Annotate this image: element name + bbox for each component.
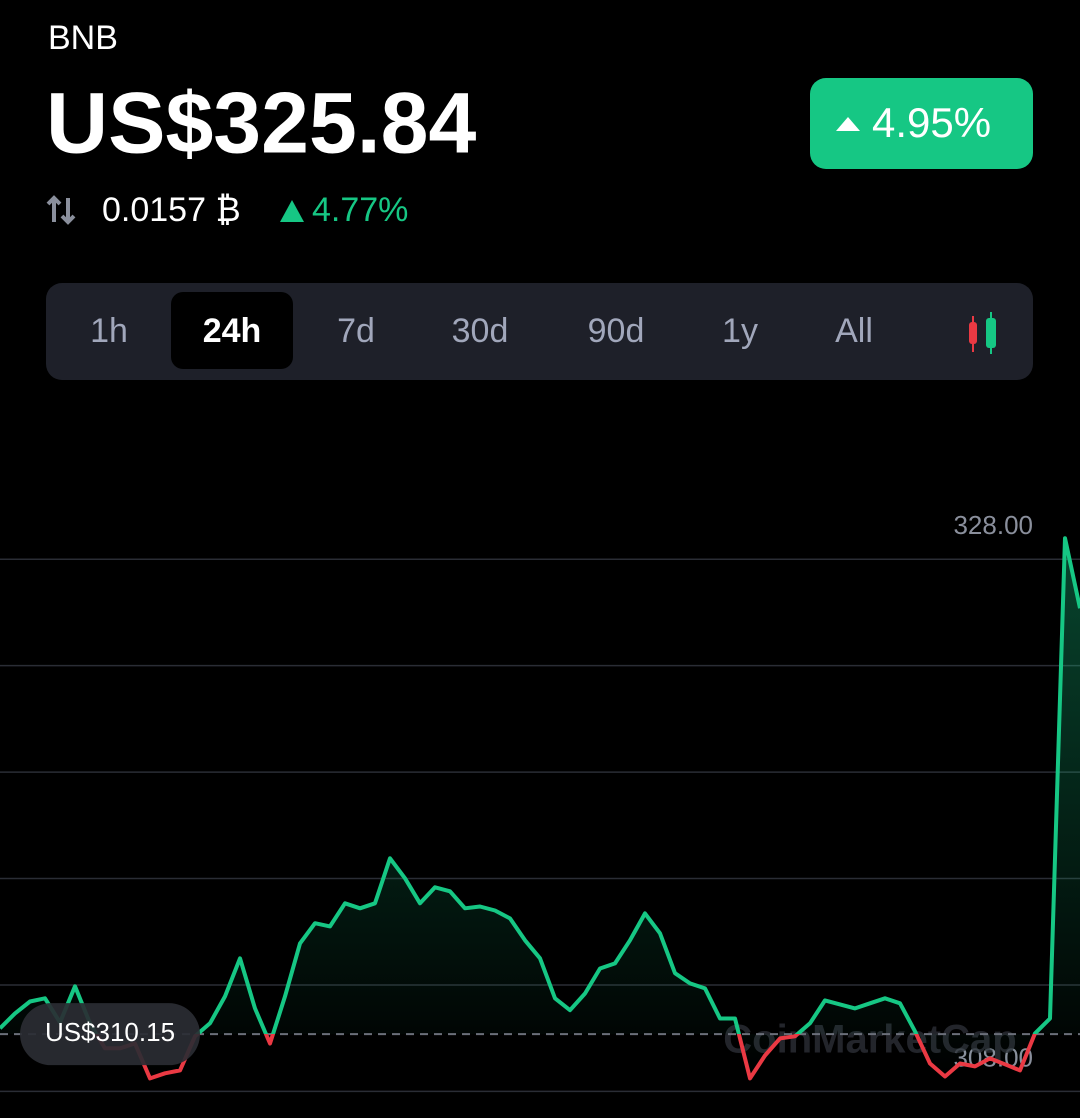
change: 4.95%: [872, 99, 991, 146]
timeframe-button[interactable]: All: [835, 312, 873, 350]
baseline-label: US$310.15: [45, 1017, 175, 1047]
symbol: BNB: [48, 19, 118, 57]
swap-icon: [46, 195, 76, 225]
timeframe-selected: [171, 292, 293, 369]
price: US$325.84: [46, 76, 477, 172]
baseline-pill: [20, 1003, 200, 1066]
candle-toggle[interactable]: [969, 312, 996, 354]
timeframe-button[interactable]: 90d: [588, 312, 645, 350]
price-line: [0, 536, 1080, 1081]
timeframe-button[interactable]: 24h: [203, 312, 262, 350]
price-area: [0, 538, 1080, 1079]
up-icon: [836, 117, 860, 131]
change-badge: [810, 78, 1033, 169]
btc-change: 4.77%: [312, 191, 408, 229]
timeframe-button[interactable]: 1h: [90, 312, 128, 350]
btc-price: 0.0157 ₿: [102, 191, 241, 229]
y-tick-label: 328.00: [953, 510, 1033, 540]
up-icon: [280, 200, 304, 222]
timeframe-group: 1h 24h 7d 30d 90d 1y All: [90, 292, 873, 369]
timeframe-button[interactable]: 30d: [452, 312, 509, 350]
timeframe-button[interactable]: 1y: [722, 312, 758, 350]
timeframe-button[interactable]: 7d: [337, 312, 375, 350]
